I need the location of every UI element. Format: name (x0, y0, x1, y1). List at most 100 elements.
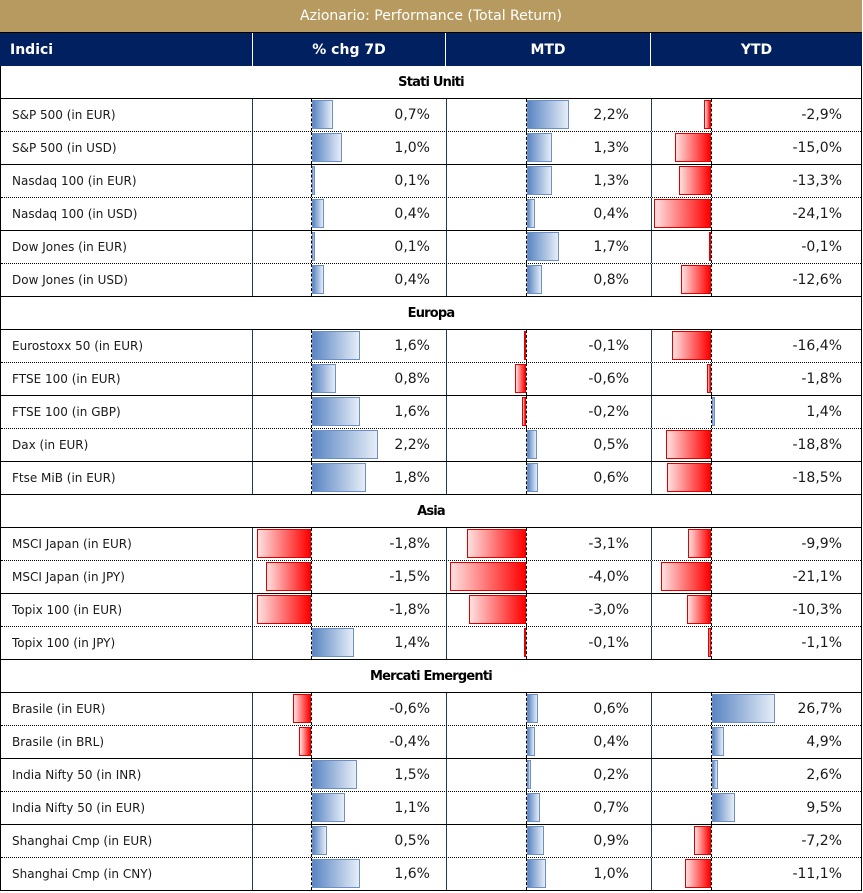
mtd-value: -0,2% (588, 404, 629, 420)
chg-7d-value: -0,4% (389, 734, 430, 750)
column-header-chg7d: % chg 7D (252, 33, 445, 66)
mtd-value: 0,6% (593, 701, 629, 717)
mtd-bar (527, 463, 539, 492)
mtd-axis (526, 792, 527, 824)
chg-7d-value: 1,1% (394, 800, 430, 816)
chg-7d-value: -1,8% (389, 602, 430, 618)
mtd-bar (514, 364, 526, 393)
ytd-bar (684, 859, 711, 888)
chg-7d-cell: 1,6% (252, 858, 446, 890)
section-header: Mercati Emergenti (1, 660, 861, 693)
index-name: MSCI Japan (in JPY) (12, 570, 125, 584)
chg-7d-bar (312, 232, 315, 261)
table-row: Ftse MiB (in EUR) 1,8% 0,6% -18,5% (1, 462, 861, 495)
ytd-cell: -10,3% (651, 594, 862, 626)
section-header: Europa (1, 297, 861, 330)
mtd-value: 0,8% (593, 272, 629, 288)
mtd-axis (526, 396, 527, 428)
chg-7d-cell: 1,1% (252, 792, 446, 824)
ytd-cell: -7,2% (651, 825, 862, 857)
mtd-value: 0,2% (593, 767, 629, 783)
mtd-axis (526, 231, 527, 263)
chg-7d-bar (312, 364, 336, 393)
mtd-axis (526, 330, 527, 362)
column-header-indici: Indici (10, 41, 54, 58)
mtd-cell: 0,9% (446, 825, 651, 857)
ytd-axis (711, 792, 712, 824)
ytd-axis (711, 858, 712, 890)
chg-7d-cell: 1,5% (252, 759, 446, 791)
table-row: Dow Jones (in EUR) 0,1% 1,7% -0,1% (1, 231, 861, 264)
ytd-value: -13,3% (792, 173, 842, 189)
table-title: Azionario: Performance (Total Return) (0, 0, 862, 33)
table-row: Dow Jones (in USD) 0,4% 0,8% -12,6% (1, 264, 861, 297)
ytd-cell: -18,5% (651, 462, 862, 494)
mtd-value: 1,3% (593, 173, 629, 189)
ytd-axis (711, 528, 712, 560)
ytd-value: -12,6% (792, 272, 842, 288)
column-header-mtd: MTD (445, 33, 650, 66)
ytd-value: -21,1% (792, 569, 842, 585)
ytd-value: -2,9% (801, 107, 842, 123)
chg-7d-axis (311, 264, 312, 296)
ytd-bar (675, 133, 711, 162)
chg-7d-axis (311, 363, 312, 395)
index-name: Ftse MiB (in EUR) (12, 471, 116, 485)
chg-7d-bar (312, 430, 378, 459)
mtd-axis (526, 693, 527, 725)
chg-7d-axis (311, 132, 312, 164)
chg-7d-cell: -1,8% (252, 528, 446, 560)
table-row: Topix 100 (in JPY) 1,4% -0,1% -1,1% (1, 627, 861, 660)
mtd-bar (527, 727, 535, 756)
chg-7d-bar (312, 199, 324, 228)
mtd-cell: 1,3% (446, 132, 651, 164)
ytd-value: 26,7% (797, 701, 842, 717)
ytd-value: 1,4% (806, 404, 842, 420)
chg-7d-bar (312, 100, 333, 129)
ytd-cell: 26,7% (651, 693, 862, 725)
ytd-bar (712, 694, 776, 723)
ytd-bar (712, 793, 735, 822)
table-body: Stati Uniti S&P 500 (in EUR) 0,7% 2,2% -2,9%… (0, 66, 862, 891)
mtd-value: -0,6% (588, 371, 629, 387)
chg-7d-bar (312, 331, 360, 360)
index-name: Topix 100 (in EUR) (12, 603, 123, 617)
index-name: India Nifty 50 (in EUR) (12, 801, 146, 815)
table-row: Nasdaq 100 (in EUR) 0,1% 1,3% -13,3% (1, 165, 861, 198)
ytd-bar (660, 562, 711, 591)
ytd-cell: -16,4% (651, 330, 862, 362)
table-row: Shanghai Cmp (in EUR) 0,5% 0,9% -7,2% (1, 825, 861, 858)
table-row: S&P 500 (in USD) 1,0% 1,3% -15,0% (1, 132, 861, 165)
table-row: India Nifty 50 (in EUR) 1,1% 0,7% 9,5% (1, 792, 861, 825)
mtd-axis (526, 165, 527, 197)
mtd-value: 0,6% (593, 470, 629, 486)
ytd-value: -18,8% (792, 437, 842, 453)
chg-7d-axis (311, 825, 312, 857)
chg-7d-cell: -0,6% (252, 693, 446, 725)
table-row: FTSE 100 (in GBP) 1,6% -0,2% 1,4% (1, 396, 861, 429)
ytd-axis (711, 132, 712, 164)
index-name: Shanghai Cmp (in CNY) (12, 867, 153, 881)
ytd-axis (711, 330, 712, 362)
chg-7d-axis (311, 330, 312, 362)
mtd-axis (526, 462, 527, 494)
ytd-value: -10,3% (792, 602, 842, 618)
section-label: Europa (407, 305, 456, 321)
mtd-bar (527, 265, 543, 294)
ytd-value: -18,5% (792, 470, 842, 486)
ytd-cell: 2,6% (651, 759, 862, 791)
ytd-axis (711, 99, 712, 131)
mtd-bar (527, 100, 569, 129)
section-header: Asia (1, 495, 861, 528)
chg-7d-axis (311, 759, 312, 791)
mtd-bar (527, 694, 539, 723)
mtd-value: -3,0% (588, 602, 629, 618)
ytd-bar (687, 529, 711, 558)
mtd-bar (527, 199, 535, 228)
ytd-axis (711, 693, 712, 725)
chg-7d-value: -1,8% (389, 536, 430, 552)
ytd-value: -1,1% (801, 635, 842, 651)
ytd-axis (711, 759, 712, 791)
index-name: S&P 500 (in EUR) (12, 108, 116, 122)
chg-7d-axis (311, 429, 312, 461)
